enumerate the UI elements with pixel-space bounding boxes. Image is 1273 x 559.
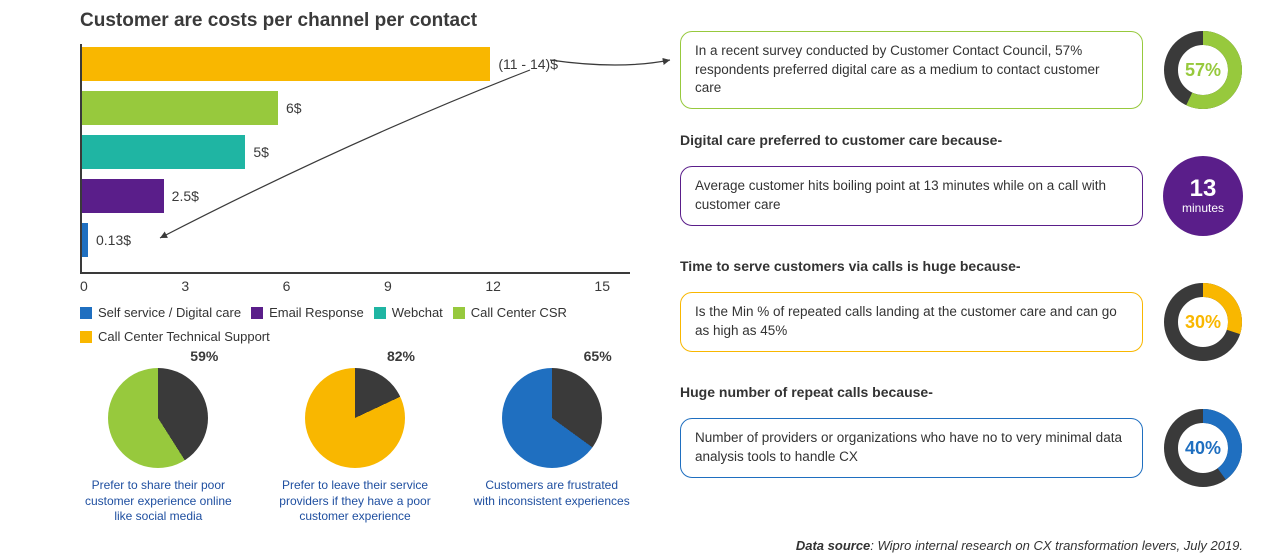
x-tick: 3 — [181, 278, 189, 294]
legend-label: Call Center Technical Support — [98, 326, 270, 348]
bar-row-email: 2.5$ — [82, 176, 630, 216]
bar-webchat — [82, 135, 245, 169]
info-card: In a recent survey conducted by Customer… — [680, 31, 1143, 110]
bar-row-tech_support: (11 - 14)$ — [82, 44, 630, 84]
info-card: Is the Min % of repeated calls landing a… — [680, 292, 1143, 352]
legend-label: Webchat — [392, 302, 443, 324]
legend-swatch — [251, 307, 263, 319]
bar-email — [82, 179, 164, 213]
footer-label: Data source — [796, 538, 870, 553]
donut-0: 57% — [1163, 30, 1243, 110]
x-tick: 12 — [485, 278, 501, 294]
x-tick: 15 — [594, 278, 610, 294]
stat-small: minutes — [1182, 201, 1224, 215]
donut-value: 40% — [1163, 408, 1243, 488]
bar-label-webchat: 5$ — [253, 144, 269, 160]
donut-2: 30% — [1163, 282, 1243, 362]
bar-label-csr: 6$ — [286, 100, 302, 116]
footer-citation: Data source: Wipro internal research on … — [796, 538, 1243, 553]
card-row: Is the Min % of repeated calls landing a… — [680, 282, 1243, 362]
chart-title: Customer are costs per channel per conta… — [80, 10, 630, 32]
pie-block-0: 59%Prefer to share their poor customer e… — [80, 368, 237, 525]
bar-tech_support — [82, 47, 490, 81]
legend-swatch — [80, 331, 92, 343]
stat-big: 13 — [1190, 177, 1217, 201]
legend-item: Self service / Digital care — [80, 302, 241, 324]
bar-row-webchat: 5$ — [82, 132, 630, 172]
bar-label-selfservice: 0.13$ — [96, 232, 131, 248]
bar-csr — [82, 91, 278, 125]
pie-caption: Customers are frustrated with inconsiste… — [473, 478, 630, 509]
info-card: Number of providers or organizations who… — [680, 418, 1143, 478]
bar-label-email: 2.5$ — [172, 188, 199, 204]
x-tick: 6 — [283, 278, 291, 294]
legend-swatch — [80, 307, 92, 319]
card-group-0: In a recent survey conducted by Customer… — [680, 30, 1243, 110]
x-axis-ticks: 0 3 6 9 12 15 — [80, 278, 630, 294]
card-row: In a recent survey conducted by Customer… — [680, 30, 1243, 110]
card-heading: Digital care preferred to customer care … — [680, 132, 1243, 148]
donut-value: 30% — [1163, 282, 1243, 362]
legend-item: Webchat — [374, 302, 443, 324]
infographic-root: Customer are costs per channel per conta… — [0, 0, 1273, 559]
left-panel: Customer are costs per channel per conta… — [0, 0, 640, 559]
legend-item: Call Center CSR — [453, 302, 567, 324]
pie-block-2: 65%Customers are frustrated with inconsi… — [473, 368, 630, 525]
bar-chart: (11 - 14)$ 6$ 5$ 2.5$ 0.13$ — [80, 44, 630, 274]
legend-label: Call Center CSR — [471, 302, 567, 324]
card-group-2: Time to serve customers via calls is hug… — [680, 258, 1243, 362]
legend-item: Email Response — [251, 302, 364, 324]
pie-row: 59%Prefer to share their poor customer e… — [80, 368, 630, 525]
right-panel: In a recent survey conducted by Customer… — [640, 0, 1273, 559]
card-row: Number of providers or organizations who… — [680, 408, 1243, 488]
pie-chart-1 — [305, 368, 405, 468]
legend-swatch — [453, 307, 465, 319]
card-heading: Time to serve customers via calls is hug… — [680, 258, 1243, 274]
card-heading: Huge number of repeat calls because- — [680, 384, 1243, 400]
chart-legend: Self service / Digital care Email Respons… — [80, 302, 630, 350]
bar-selfservice — [82, 223, 88, 257]
pie-pct-label: 59% — [190, 348, 218, 364]
card-row: Average customer hits boiling point at 1… — [680, 156, 1243, 236]
x-tick: 9 — [384, 278, 392, 294]
bar-row-selfservice: 0.13$ — [82, 220, 630, 260]
pie-caption: Prefer to share their poor customer expe… — [80, 478, 237, 525]
pie-pct-label: 82% — [387, 348, 415, 364]
legend-swatch — [374, 307, 386, 319]
legend-label: Email Response — [269, 302, 364, 324]
stat-circle-1: 13minutes — [1163, 156, 1243, 236]
card-group-1: Digital care preferred to customer care … — [680, 132, 1243, 236]
card-group-3: Huge number of repeat calls because- Numb… — [680, 384, 1243, 488]
bar-label-tech_support: (11 - 14)$ — [498, 56, 558, 72]
info-card: Average customer hits boiling point at 1… — [680, 166, 1143, 226]
legend-label: Self service / Digital care — [98, 302, 241, 324]
legend-item: Call Center Technical Support — [80, 326, 270, 348]
pie-caption: Prefer to leave their service providers … — [277, 478, 434, 525]
pie-chart-0 — [108, 368, 208, 468]
footer-text: : Wipro internal research on CX transfor… — [870, 538, 1243, 553]
bar-row-csr: 6$ — [82, 88, 630, 128]
pie-block-1: 82%Prefer to leave their service provide… — [277, 368, 434, 525]
x-tick: 0 — [80, 278, 88, 294]
donut-3: 40% — [1163, 408, 1243, 488]
pie-pct-label: 65% — [584, 348, 612, 364]
pie-chart-2 — [502, 368, 602, 468]
donut-value: 57% — [1163, 30, 1243, 110]
